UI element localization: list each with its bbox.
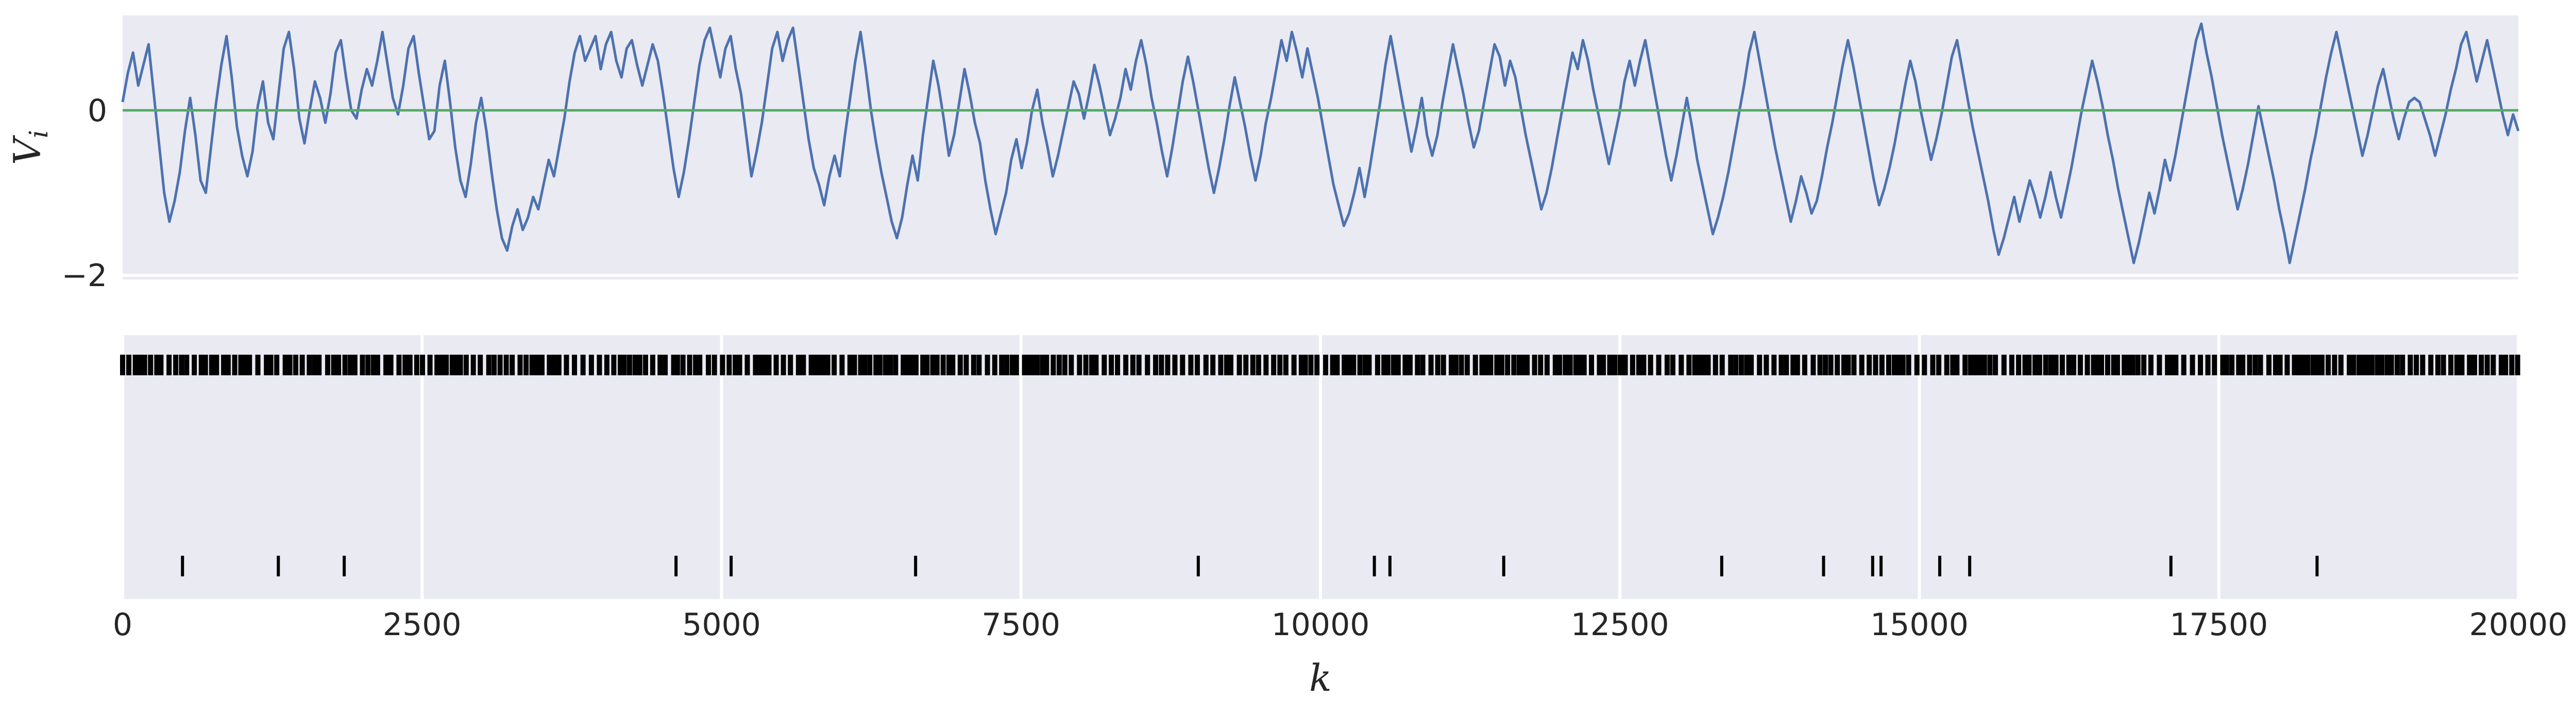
x-tick-label: 17500 xyxy=(2170,607,2268,643)
x-tick-label: 15000 xyxy=(1870,607,1969,643)
x-tick-label: 20000 xyxy=(2469,607,2568,643)
top-panel-tick-labels: 0 −2 xyxy=(62,93,107,294)
bottom-panel: 0 2500 5000 7500 10000 12500 15000 17500 20000 k xyxy=(113,335,2568,700)
x-tick-label: 0 xyxy=(113,607,132,643)
y-tick-label: −2 xyxy=(62,258,107,294)
spike-ticks xyxy=(181,556,2319,576)
y-axis-label-subscript: i xyxy=(24,130,54,138)
top-panel: 0 −2 Vi xyxy=(6,15,2520,294)
bottom-panel-grid xyxy=(121,335,2520,599)
x-tick-label: 7500 xyxy=(981,607,1060,643)
x-tick-label: 10000 xyxy=(1272,607,1370,643)
x-tick-label: 5000 xyxy=(682,607,761,643)
x-tick-labels: 0 2500 5000 7500 10000 12500 15000 17500 20000 xyxy=(113,607,2568,643)
x-axis-label: k xyxy=(1309,656,1332,700)
y-axis-label-main: V xyxy=(6,135,49,165)
spike-density-row xyxy=(120,355,2520,375)
voltage-series-line xyxy=(121,22,2520,264)
y-axis-label: Vi xyxy=(6,130,54,165)
x-tick-label: 2500 xyxy=(383,607,462,643)
x-tick-label: 12500 xyxy=(1571,607,1669,643)
top-panel-background xyxy=(123,15,2518,279)
y-tick-label: 0 xyxy=(88,93,107,129)
